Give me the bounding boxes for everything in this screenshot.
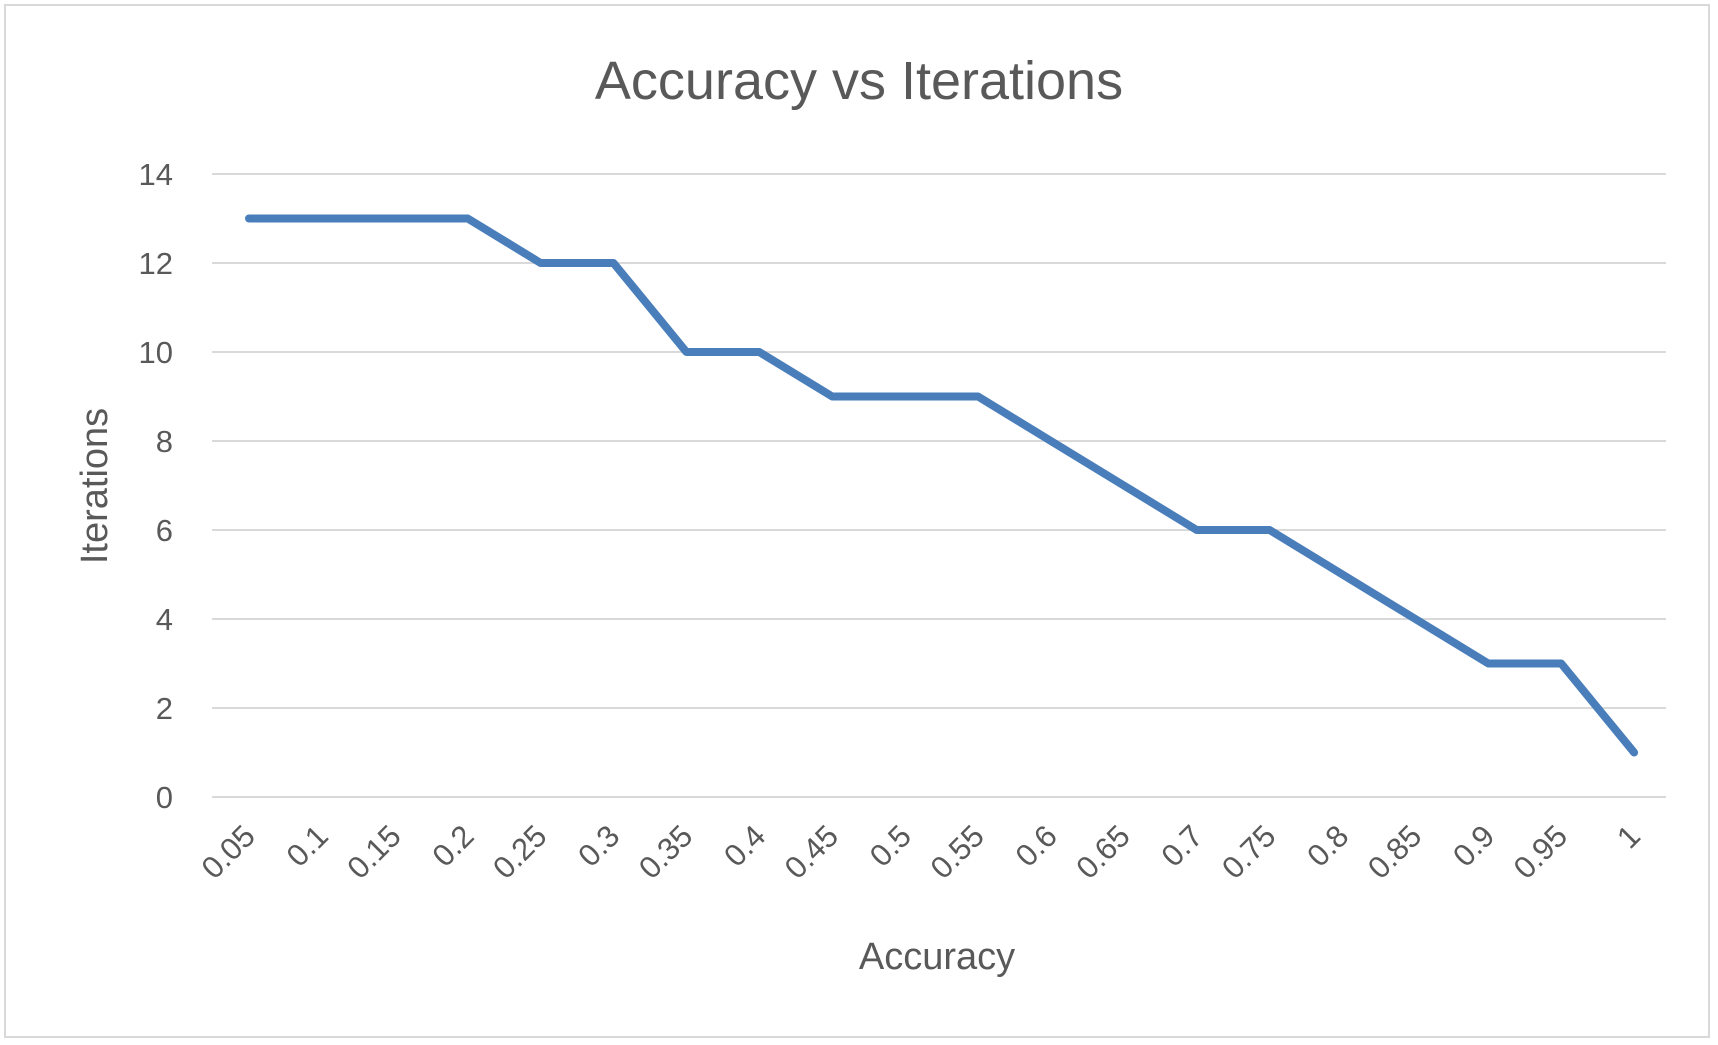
x-tick-label: 0.45 [778, 818, 845, 885]
x-tick-label: 0.8 [1300, 818, 1355, 873]
series-line-0 [245, 214, 1639, 757]
x-tick-label: 0.2 [425, 818, 480, 873]
gridlines [212, 173, 1666, 798]
x-tick-label: 0.4 [717, 818, 772, 873]
y-tick-label: 0 [156, 780, 173, 815]
chart-title: Accuracy vs Iterations [595, 51, 1123, 111]
x-tick-label: 1 [1610, 818, 1647, 855]
y-tick-label: 2 [156, 691, 173, 726]
y-tick-label: 10 [139, 335, 173, 370]
x-tick-label: 0.65 [1069, 818, 1136, 885]
series-lines [245, 214, 1639, 757]
x-tick-label: 0.7 [1154, 818, 1209, 873]
x-tick-label: 0.35 [632, 818, 699, 885]
x-axis-ticks: 0.05 0.1 0.15 0.2 0.25 0.3 0.35 0.4 0.45 0.5 0.55 0… [195, 818, 1648, 885]
y-axis-ticks: 0 2 4 6 8 10 12 14 [139, 157, 173, 815]
x-tick-label: 0.6 [1009, 818, 1064, 873]
y-tick-label: 14 [139, 157, 173, 192]
y-tick-label: 4 [156, 602, 173, 637]
x-tick-label: 0.85 [1361, 818, 1428, 885]
x-tick-label: 0.5 [863, 818, 918, 873]
x-tick-label: 0.95 [1507, 818, 1574, 885]
x-tick-label: 0.25 [486, 818, 553, 885]
x-tick-label: 0.1 [280, 818, 335, 873]
chart-frame [4, 4, 1710, 1038]
y-tick-label: 6 [156, 513, 173, 548]
y-tick-label: 8 [156, 424, 173, 459]
x-tick-label: 0.3 [571, 818, 626, 873]
x-tick-label: 0.75 [1215, 818, 1282, 885]
x-tick-label: 0.9 [1446, 818, 1501, 873]
y-axis-label: Iterations [74, 408, 116, 564]
y-tick-label: 12 [139, 246, 173, 281]
x-tick-label: 0.55 [924, 818, 991, 885]
x-axis-label: Accuracy [859, 936, 1015, 978]
x-tick-label: 0.15 [340, 818, 407, 885]
x-tick-label: 0.05 [195, 818, 262, 885]
